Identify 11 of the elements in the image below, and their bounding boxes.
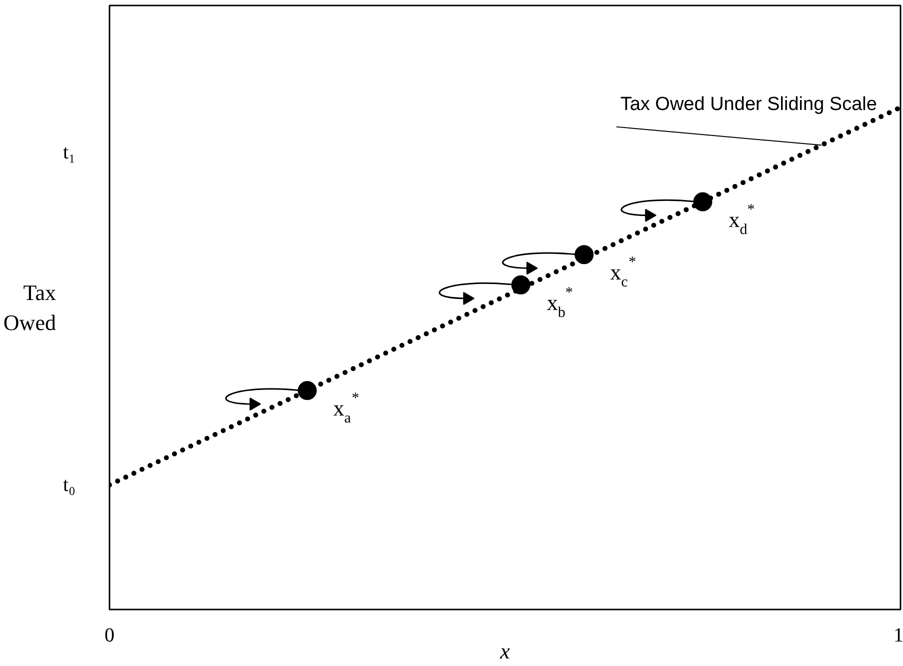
x-tick-label: 0 bbox=[104, 624, 114, 646]
text: t₁ bbox=[62, 141, 76, 164]
point bbox=[574, 245, 594, 264]
annotation: t₀ bbox=[62, 474, 76, 496]
x-tick-label: 1 bbox=[894, 624, 903, 646]
point bbox=[298, 381, 317, 400]
x-axis-title: x bbox=[499, 638, 510, 664]
y-axis-title: Tax Owed bbox=[3, 280, 56, 335]
annotation: Tax Owed Under Sliding Scale bbox=[620, 94, 877, 115]
point bbox=[511, 275, 530, 294]
point bbox=[693, 192, 712, 212]
